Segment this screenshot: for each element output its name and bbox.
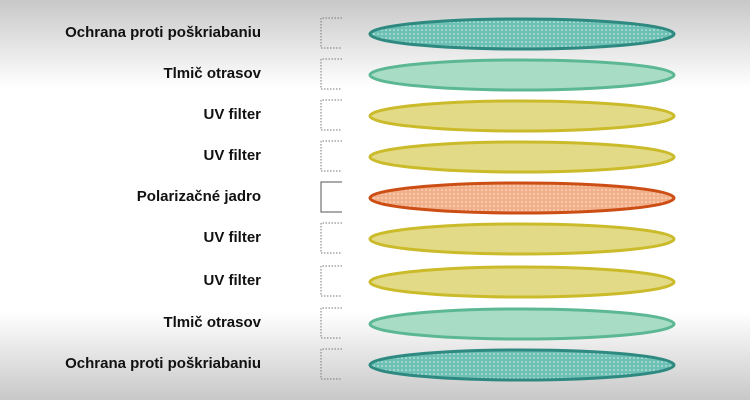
bracket xyxy=(320,265,342,297)
bracket xyxy=(320,307,342,339)
bracket xyxy=(320,140,342,172)
filter-layer xyxy=(368,99,676,133)
layer-label: Tlmič otrasov xyxy=(163,65,261,82)
layer-label: Ochrana proti poškriabaniu xyxy=(65,355,261,372)
bracket xyxy=(320,17,342,49)
layer-label: UV filter xyxy=(203,147,261,164)
bracket xyxy=(320,99,342,131)
filter-layer xyxy=(368,222,676,256)
layer-label: UV filter xyxy=(203,272,261,289)
bracket xyxy=(320,348,342,380)
filter-layer xyxy=(368,181,676,215)
filter-layer xyxy=(368,265,676,299)
filter-layer xyxy=(368,58,676,92)
layers: Ochrana proti poškriabaniu Tlmič otrasov U… xyxy=(65,17,676,382)
layer-label: UV filter xyxy=(203,229,261,246)
layer-label: Ochrana proti poškriabaniu xyxy=(65,24,261,41)
bracket xyxy=(320,222,342,254)
filter-layer xyxy=(368,17,676,51)
bracket xyxy=(320,181,342,213)
filter-layer xyxy=(368,348,676,382)
layer-label: UV filter xyxy=(203,106,261,123)
layer-label: Polarizačné jadro xyxy=(137,188,261,205)
filter-layer xyxy=(368,140,676,174)
bracket xyxy=(320,58,342,90)
layer-label: Tlmič otrasov xyxy=(163,314,261,331)
filter-layer xyxy=(368,307,676,341)
